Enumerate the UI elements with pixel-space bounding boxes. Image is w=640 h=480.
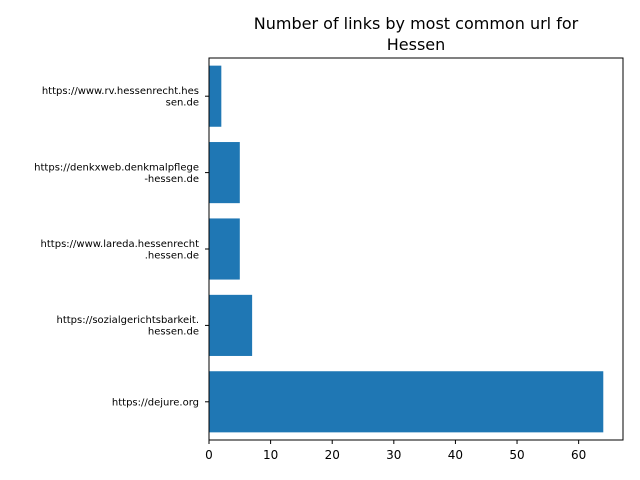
bar (209, 294, 253, 356)
y-tick-label: -hessen.de (144, 174, 199, 185)
bar (209, 142, 240, 204)
x-tick-label: 0 (205, 448, 213, 462)
y-axis: https://dejure.org https://sozialgerichts… (34, 86, 209, 408)
y-tick-label: sen.de (166, 97, 199, 108)
x-tick-label: 60 (571, 448, 586, 462)
bar (209, 65, 222, 127)
chart-title-line: Hessen (387, 35, 446, 54)
x-tick-label: 50 (509, 448, 524, 462)
chart-title: Number of links by most common url for He… (254, 14, 579, 54)
chart-title-line: Number of links by most common url for (254, 14, 579, 33)
y-tick-label: https://www.rv.hessenrecht.hes (42, 86, 199, 97)
y-tick-label: https://www.lareda.hessenrecht (41, 239, 200, 250)
y-tick-label: https://dejure.org (112, 397, 199, 408)
x-axis: 0 10 20 30 40 50 60 (205, 440, 586, 462)
y-tick-label: hessen.de (148, 327, 199, 338)
y-tick-label: https://denkxweb.denkmalpflege (34, 162, 199, 173)
y-tick-label: https://sozialgerichtsbarkeit. (56, 315, 199, 326)
bar (209, 371, 604, 433)
x-tick-label: 20 (325, 448, 340, 462)
x-tick-label: 10 (263, 448, 278, 462)
bars (209, 65, 604, 433)
y-tick-label: .hessen.de (145, 250, 199, 261)
bar (209, 218, 240, 280)
x-tick-label: 40 (448, 448, 463, 462)
x-tick-label: 30 (386, 448, 401, 462)
